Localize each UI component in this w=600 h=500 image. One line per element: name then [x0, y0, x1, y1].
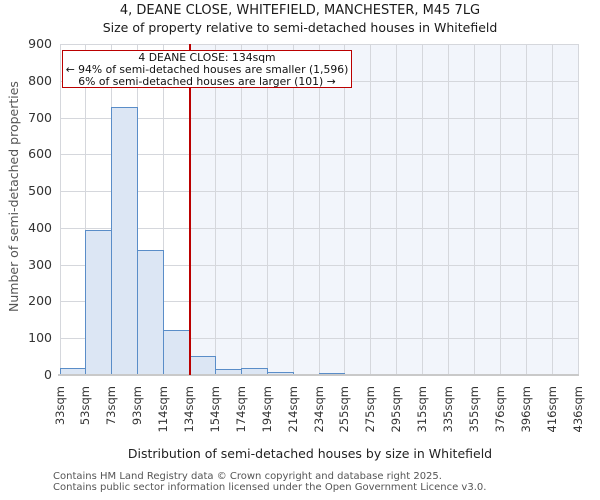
gridline-vertical [318, 44, 320, 375]
y-tick-label: 800 [28, 72, 52, 88]
chart-title: 4, DEANE CLOSE, WHITEFIELD, MANCHESTER, … [119, 3, 481, 18]
x-tick-label: 396sqm [518, 386, 533, 433]
y-tick-label: 900 [28, 36, 52, 51]
larger-region-shade [189, 44, 578, 375]
gridline-vertical [292, 44, 294, 375]
x-tick-label: 194sqm [259, 386, 274, 433]
annotation-smaller-stat: ← 94% of semi-detached houses are smalle… [65, 62, 349, 76]
gridline-vertical [214, 44, 216, 375]
x-tick-label: 93sqm [130, 386, 145, 426]
y-tick-label: 600 [28, 146, 52, 162]
x-tick-label: 174sqm [233, 386, 248, 433]
gridline-vertical [370, 44, 372, 375]
x-tick-label: 315sqm [415, 386, 430, 433]
gridline-vertical [266, 44, 268, 375]
x-tick-label: 416sqm [544, 386, 559, 433]
x-tick-label: 154sqm [207, 386, 222, 433]
gridline-vertical [577, 44, 579, 375]
plot-area: 4 DEANE CLOSE: 134sqm ← 94% of semi-deta… [58, 44, 579, 376]
histogram-bar [163, 329, 190, 375]
y-tick-label: 0 [44, 367, 52, 382]
annotation-property-label: 4 DEANE CLOSE: 134sqm [138, 50, 276, 64]
x-tick-label: 214sqm [285, 386, 300, 433]
x-tick-label: 275sqm [363, 386, 378, 433]
gridline-vertical [525, 44, 527, 375]
x-tick-label: 436sqm [570, 386, 585, 433]
x-tick-label: 53sqm [78, 386, 93, 426]
x-tick-label: 73sqm [104, 386, 119, 426]
y-tick-label: 200 [28, 293, 52, 309]
x-tick-label: 335sqm [441, 386, 455, 433]
annotation-larger-stat: 6% of semi-detached houses are larger (1… [78, 74, 336, 88]
histogram-bar [240, 367, 268, 375]
gridline-vertical [396, 44, 398, 375]
gridline-vertical [344, 44, 346, 375]
y-tick-label: 100 [28, 330, 52, 346]
x-tick-label: 355sqm [466, 386, 481, 433]
footer-attribution-line1: Contains HM Land Registry data © Crown c… [53, 471, 442, 482]
annotation-box: 4 DEANE CLOSE: 134sqm ← 94% of semi-deta… [62, 50, 352, 88]
marker-line [188, 44, 191, 375]
gridline-vertical [448, 44, 449, 375]
chart-subtitle: Size of property relative to semi-detach… [102, 20, 498, 35]
y-tick-label: 400 [28, 219, 52, 235]
x-tick-label: 234sqm [311, 386, 326, 433]
footer-attribution-line2: Contains public sector information licen… [53, 482, 487, 493]
gridline-vertical [499, 44, 501, 375]
y-tick-label: 500 [28, 183, 52, 199]
x-tick-label: 134sqm [182, 386, 196, 433]
gridline-vertical [59, 44, 61, 375]
y-tick-label: 700 [28, 109, 52, 125]
gridline-vertical [473, 44, 475, 375]
x-tick-label: 33sqm [52, 386, 67, 426]
histogram-bar [111, 106, 139, 375]
gridline-vertical [85, 44, 87, 375]
gridline-vertical [163, 44, 165, 375]
histogram-bar [266, 372, 294, 375]
footer: Contains HM Land Registry data © Crown c… [53, 471, 486, 493]
x-tick-label: 295sqm [389, 386, 404, 433]
x-tick-label: 114sqm [156, 386, 171, 433]
y-tick-label: 300 [28, 256, 52, 272]
gridline-vertical [422, 44, 424, 375]
gridline-vertical [240, 44, 242, 375]
x-axis-line [58, 374, 579, 376]
gridline-vertical [551, 44, 553, 375]
histogram-bar [85, 229, 113, 375]
x-axis-title: Distribution of semi-detached houses by … [127, 446, 493, 461]
histogram-bar [189, 355, 216, 375]
histogram-bar [137, 249, 165, 375]
x-tick-label: 255sqm [337, 386, 352, 433]
x-tick-label: 376sqm [492, 386, 507, 433]
